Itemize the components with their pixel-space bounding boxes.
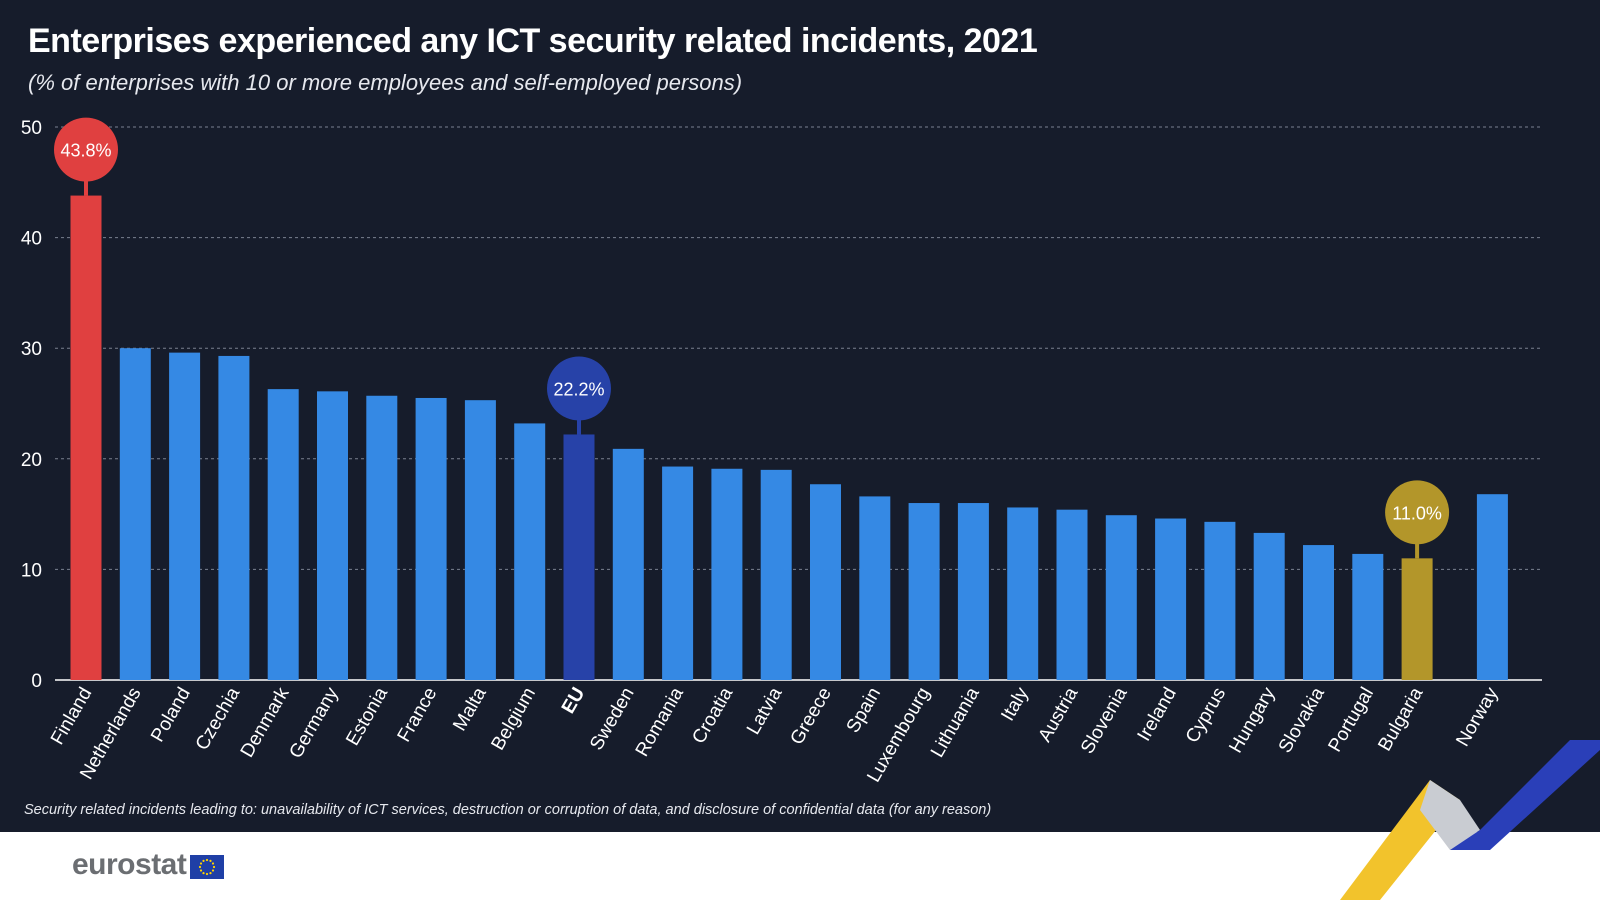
bar-france [415, 397, 447, 680]
x-tick-label: Belgium [488, 684, 541, 754]
chart-title: Enterprises experienced any ICT security… [28, 22, 1038, 60]
bar-lithuania [957, 503, 989, 680]
bar-spain [859, 496, 891, 680]
x-tick-label: Poland [147, 684, 195, 746]
x-tick-label: Romania [632, 684, 688, 761]
x-tick-label: Slovakia [1275, 684, 1329, 757]
eu-flag-icon [190, 855, 225, 879]
x-tick-label: Slovenia [1077, 684, 1132, 758]
decorative-ribbon [1340, 740, 1600, 900]
bar-denmark [267, 389, 299, 680]
x-tick-label: Spain [843, 684, 885, 737]
x-tick-label: Latvia [743, 684, 787, 739]
x-tick-label: Finland [47, 684, 96, 748]
footnote: Security related incidents leading to: u… [24, 802, 992, 818]
logo-text: eurostat [72, 848, 187, 881]
chart-subtitle: (% of enterprises with 10 or more employ… [28, 70, 743, 95]
x-tick-label: Greece [786, 684, 835, 748]
bar-greece [810, 484, 841, 680]
bar-malta [464, 400, 496, 680]
chart-panel [0, 0, 1600, 832]
bar-eu [563, 434, 595, 680]
x-tick-label: Sweden [586, 684, 639, 754]
callout-bubble [1385, 480, 1450, 545]
footer [0, 832, 1600, 900]
y-tick-label: 30 [21, 339, 42, 360]
y-tick-label: 20 [21, 450, 42, 471]
bar-estonia [366, 395, 398, 680]
bar-czechia [218, 355, 250, 680]
x-tick-label: Italy [997, 684, 1033, 725]
bar-romania [662, 466, 694, 680]
data-label: 11.0% [1392, 503, 1442, 523]
bar-austria [1056, 509, 1088, 680]
bar-luxembourg [908, 503, 940, 680]
x-tick-label: Germany [286, 684, 344, 763]
bar-bulgaria [1401, 558, 1433, 680]
bar-sweden [612, 448, 644, 680]
bar-slovenia [1105, 515, 1137, 680]
callout-bubble [547, 356, 611, 421]
y-tick-label: 40 [21, 229, 42, 250]
bar-netherlands [119, 348, 151, 680]
bar-norway [1476, 494, 1508, 680]
x-tick-label: Cyprus [1182, 684, 1230, 747]
data-label: 43.8% [60, 141, 111, 161]
x-tick-label: Czechia [192, 684, 245, 754]
callout-bubble [54, 117, 118, 182]
x-tick-label: EU [558, 684, 589, 717]
bar-portugal [1352, 553, 1384, 680]
y-tick-label: 10 [21, 560, 42, 581]
y-tick-label: 0 [31, 671, 42, 692]
x-tick-label: Malta [449, 684, 491, 735]
y-tick-label: 50 [21, 118, 42, 139]
bar-slovakia [1303, 545, 1334, 680]
bar-croatia [711, 468, 743, 680]
x-tick-label: Estonia [342, 684, 392, 750]
bar-italy [1007, 507, 1039, 680]
bar-germany [317, 391, 348, 680]
x-tick-label: Lithuania [927, 684, 984, 762]
x-tick-label: Denmark [237, 684, 294, 762]
eurostat-logo: eurostat [72, 848, 225, 882]
x-tick-label: Ireland [1134, 684, 1181, 745]
bar-belgium [514, 423, 546, 680]
x-tick-label: Croatia [688, 684, 737, 748]
bar-finland [70, 195, 102, 680]
bar-poland [169, 352, 201, 680]
bar-latvia [760, 469, 792, 680]
data-label: 22.2% [553, 379, 604, 399]
x-tick-label: Hungary [1225, 684, 1279, 757]
bar-cyprus [1204, 521, 1236, 680]
x-tick-label: France [394, 684, 442, 746]
bar-ireland [1155, 518, 1187, 680]
bar-hungary [1253, 532, 1285, 680]
x-tick-label: Austria [1035, 684, 1083, 746]
